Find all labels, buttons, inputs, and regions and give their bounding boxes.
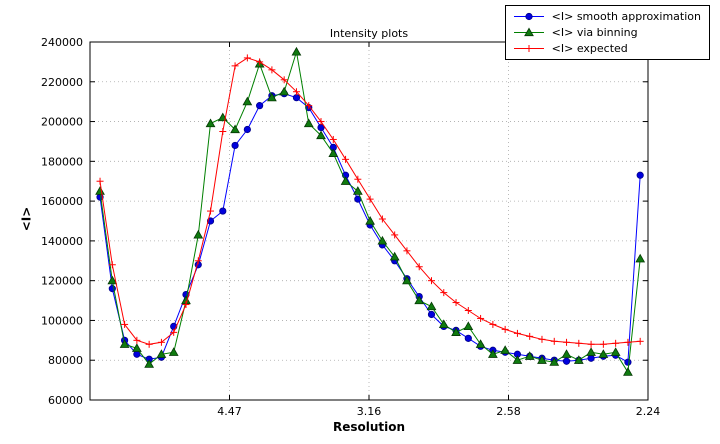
legend-item-0: <I> smooth approximation — [512, 9, 701, 24]
x-tick-label: 4.47 — [217, 405, 242, 418]
y-tick-label: 200000 — [41, 116, 83, 129]
tick-labels: 60000 80000 100000 120000 140000 160000 180000… — [41, 36, 660, 418]
x-tick-label: 2.24 — [636, 405, 661, 418]
y-tick-label: 120000 — [41, 275, 83, 288]
legend-item-2: <I> expected — [512, 41, 701, 56]
y-tick-label: 220000 — [41, 76, 83, 89]
legend-circle-marker-icon — [513, 12, 544, 21]
y-tick-label: 60000 — [48, 394, 83, 407]
y-tick-label: 140000 — [41, 235, 83, 248]
tick-marks — [90, 41, 649, 401]
legend-label: <I> expected — [551, 42, 628, 55]
y-tick-label: 180000 — [41, 155, 83, 168]
chart-title: Intensity plots — [329, 27, 409, 40]
x-tick-label: 2.58 — [496, 405, 521, 418]
legend-plus-marker-icon — [513, 45, 544, 52]
legend-label: <I> via binning — [551, 26, 638, 39]
x-tick-label: 3.16 — [357, 405, 382, 418]
legend: <I> smooth approximation <I> via binning <… — [504, 5, 710, 60]
y-tick-label: 240000 — [41, 36, 83, 49]
legend-item-1: <I> via binning — [512, 25, 701, 40]
y-tick-label: 160000 — [41, 195, 83, 208]
legend-triangle-marker-icon — [513, 27, 544, 37]
y-axis-label: <I> — [19, 206, 34, 232]
series-2 — [96, 54, 644, 348]
series-1 — [95, 46, 646, 376]
y-tick-label: 100000 — [41, 314, 83, 327]
x-axis-label: Resolution — [332, 420, 406, 434]
legend-label: <I> smooth approximation — [551, 10, 701, 23]
y-tick-label: 80000 — [48, 354, 83, 367]
